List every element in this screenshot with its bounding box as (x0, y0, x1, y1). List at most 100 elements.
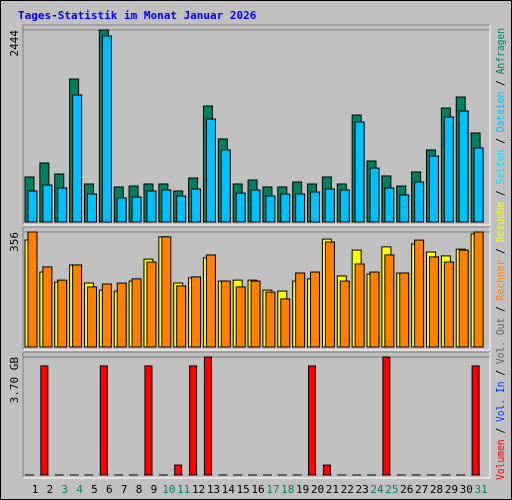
bar (57, 279, 68, 348)
y-tick-label: 356 (8, 232, 21, 252)
bar (189, 365, 198, 476)
bar (250, 189, 261, 223)
bar (174, 464, 183, 476)
legend-entry: Besuche (494, 202, 507, 243)
bar (473, 231, 484, 348)
x-tick-label: 6 (106, 483, 113, 496)
bar (399, 272, 410, 348)
bar (250, 280, 261, 348)
bar (235, 286, 246, 348)
x-tick-label: 4 (76, 483, 83, 496)
x-tick-label: 31 (474, 483, 487, 496)
bar (205, 118, 216, 223)
legend-entry: Vol. Out (494, 318, 507, 364)
legend-entry: Dateien (494, 92, 507, 133)
legend-separator: / (494, 364, 507, 381)
bar (72, 264, 83, 348)
x-tick-label: 1 (32, 483, 39, 496)
bar (99, 365, 108, 476)
bar (72, 94, 83, 223)
bar (57, 187, 68, 223)
panel-edge (23, 25, 491, 226)
legend-entry: Seiten (494, 150, 507, 185)
bar (443, 261, 454, 348)
bar (27, 231, 38, 348)
bar (42, 184, 53, 223)
bar (471, 365, 480, 476)
bar (384, 254, 395, 348)
bar (205, 254, 216, 348)
x-tick-label: 19 (296, 483, 309, 496)
x-tick-label: 21 (326, 483, 339, 496)
bar (131, 278, 142, 348)
bar (339, 189, 350, 223)
x-tick-label: 26 (400, 483, 413, 496)
bar (384, 187, 395, 223)
x-tick-label: 13 (207, 483, 220, 496)
legend-separator: / (494, 132, 507, 149)
panel-edge (23, 352, 491, 479)
legend-entry: Volumen (494, 439, 507, 480)
bar (191, 188, 202, 223)
bar (101, 35, 112, 223)
bar (176, 195, 187, 223)
legend-separator: / (494, 184, 507, 201)
bar (161, 189, 172, 223)
bar (458, 249, 469, 348)
x-tick-label: 3 (61, 483, 68, 496)
legend-separator: / (494, 74, 507, 91)
bar (144, 365, 153, 476)
bar (428, 256, 439, 348)
legend-separator: / (494, 422, 507, 439)
bar (86, 286, 97, 348)
x-tick-label: 22 (341, 483, 354, 496)
bar (265, 195, 276, 223)
bar (443, 116, 454, 223)
bar (27, 190, 38, 223)
x-tick-label: 27 (415, 483, 428, 496)
bar (146, 190, 157, 223)
bar (322, 464, 331, 476)
panel (23, 352, 490, 478)
bar (280, 193, 291, 223)
bar (116, 282, 127, 348)
bar (265, 291, 276, 348)
bar (203, 356, 212, 476)
bar (146, 261, 157, 348)
bar (40, 365, 49, 476)
y-tick-label: 2444 (8, 30, 21, 57)
bar (458, 110, 469, 223)
legend-entry: Anfragen (494, 28, 507, 74)
bar (86, 193, 97, 223)
x-tick-label: 12 (192, 483, 205, 496)
panel-edge (22, 351, 490, 478)
x-tick-label: 2 (47, 483, 54, 496)
bar (339, 280, 350, 348)
bar (382, 356, 391, 476)
bar (161, 236, 172, 348)
legend-entry: Rechner (494, 259, 507, 300)
x-tick-label: 7 (121, 483, 128, 496)
x-tick-label: 10 (162, 483, 175, 496)
x-tick-label: 24 (370, 483, 384, 496)
x-tick-label: 16 (251, 483, 264, 496)
bar (428, 155, 439, 223)
chart-title: Tages-Statistik im Monat Januar 2026 (18, 9, 257, 22)
bar (324, 188, 335, 223)
x-tick-label: 17 (266, 483, 279, 496)
bar (235, 192, 246, 223)
bar (369, 167, 380, 223)
bar (131, 196, 142, 223)
x-tick-label: 25 (385, 483, 398, 496)
x-tick-label: 15 (237, 483, 250, 496)
bar (280, 298, 291, 348)
y-tick-label: 3.70 GB (8, 357, 21, 404)
bar (414, 181, 425, 223)
bar (295, 193, 306, 223)
bar (399, 194, 410, 223)
bar (116, 197, 127, 223)
bar (191, 276, 202, 348)
legend-separator: / (494, 242, 507, 259)
x-tick-label: 9 (151, 483, 158, 496)
